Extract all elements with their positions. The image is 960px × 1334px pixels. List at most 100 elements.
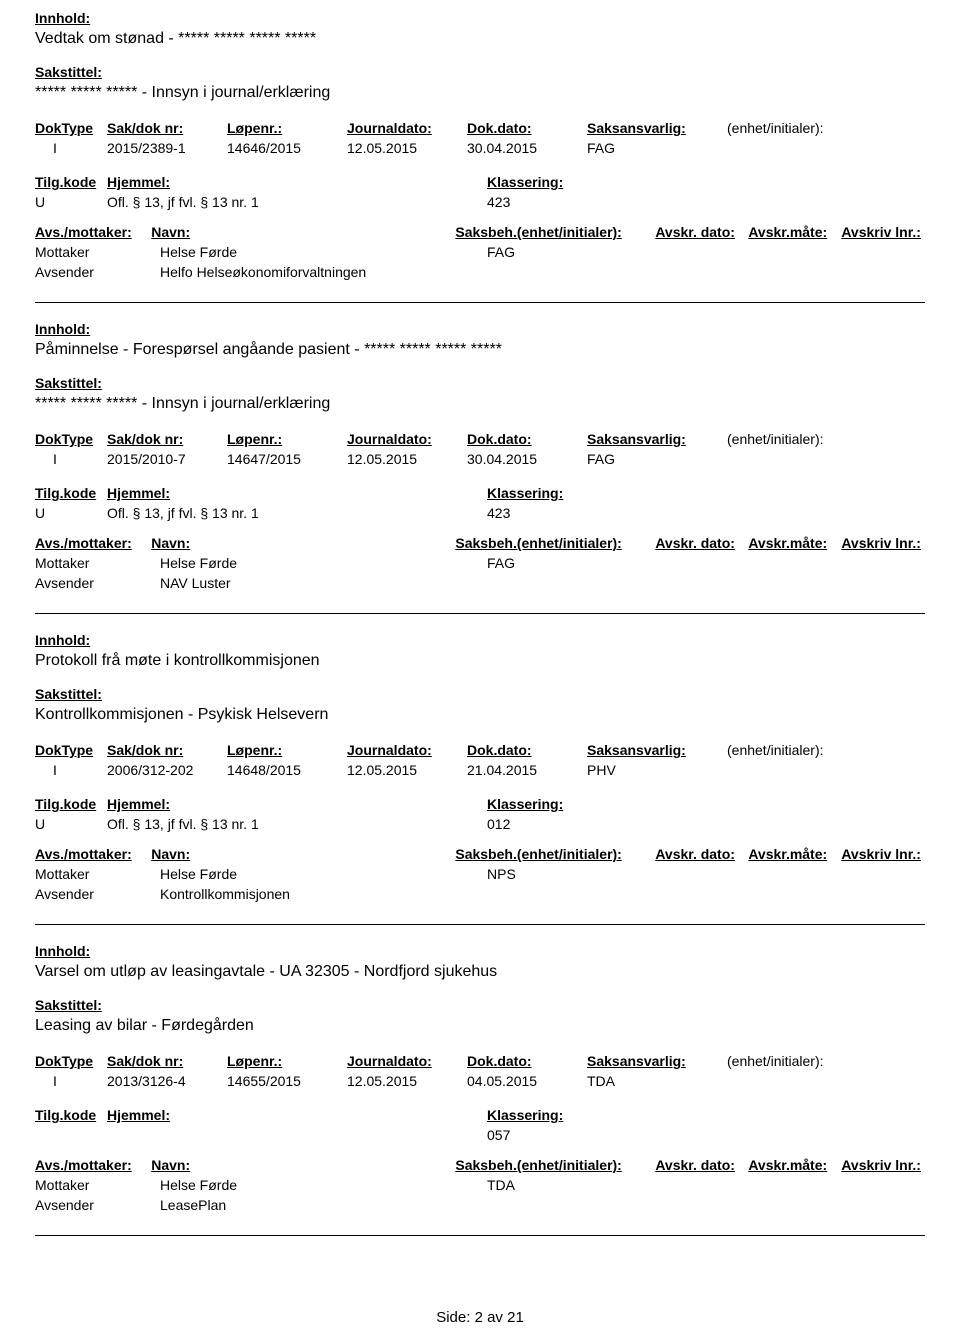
mottaker-role-label: Mottaker <box>35 866 160 882</box>
avsmottaker-label: Avs./mottaker: <box>35 1157 151 1173</box>
dokdato-value: 30.04.2015 <box>467 451 587 467</box>
tilg-header-row: Tilg.kode Hjemmel: Klassering: <box>35 1107 925 1123</box>
mottaker-saksbeh: TDA <box>487 1177 687 1193</box>
sakdok-label: Sak/dok nr: <box>107 120 227 136</box>
klassering-label: Klassering: <box>487 174 687 190</box>
hjemmel-value <box>107 1127 487 1143</box>
navn-label: Navn: <box>151 224 455 240</box>
enhet-label: (enhet/initialer): <box>727 120 867 136</box>
sakstittel-text: ***** ***** ***** - Innsyn i journal/erk… <box>35 395 925 413</box>
avs-header-row: Avs./mottaker: Navn: Saksbeh.(enhet/init… <box>35 535 925 551</box>
avsender-name: Helfo Helseøkonomiforvaltningen <box>160 264 487 280</box>
avskrmate-label: Avskr.måte: <box>748 535 841 551</box>
innhold-text: Varsel om utløp av leasingavtale - UA 32… <box>35 963 925 981</box>
sakstittel-label: Sakstittel: <box>35 997 925 1013</box>
hjemmel-value: Ofl. § 13, jf fvl. § 13 nr. 1 <box>107 194 487 210</box>
mottaker-saksbeh: NPS <box>487 866 687 882</box>
lopenr-label: Løpenr.: <box>227 431 347 447</box>
lopenr-value: 14646/2015 <box>227 140 347 156</box>
tilg-header-row: Tilg.kode Hjemmel: Klassering: <box>35 796 925 812</box>
journaldato-value: 12.05.2015 <box>347 762 467 778</box>
navn-label: Navn: <box>151 1157 455 1173</box>
doktype-value: I <box>35 1073 107 1089</box>
avs-header-row: Avs./mottaker: Navn: Saksbeh.(enhet/init… <box>35 846 925 862</box>
sakstittel-text: Leasing av bilar - Førdegården <box>35 1017 925 1035</box>
innhold-label: Innhold: <box>35 632 925 648</box>
klassering-value: 057 <box>487 1127 687 1143</box>
saksansvarlig-value: FAG <box>587 140 727 156</box>
saksbeh-label: Saksbeh.(enhet/initialer): <box>455 846 655 862</box>
journaldato-value: 12.05.2015 <box>347 451 467 467</box>
saksansvarlig-value: PHV <box>587 762 727 778</box>
journaldato-label: Journaldato: <box>347 742 467 758</box>
journal-record: Innhold: Protokoll frå møte i kontrollko… <box>35 632 925 925</box>
innhold-text: Protokoll frå møte i kontrollkommisjonen <box>35 652 925 670</box>
avskrivlnr-label: Avskriv lnr.: <box>841 224 925 240</box>
sakstittel-text: Kontrollkommisjonen - Psykisk Helsevern <box>35 706 925 724</box>
tilgkode-label: Tilg.kode <box>35 485 107 501</box>
mottaker-role-label: Mottaker <box>35 244 160 260</box>
journaldato-value: 12.05.2015 <box>347 140 467 156</box>
hjemmel-label: Hjemmel: <box>107 1107 487 1123</box>
meta-header-row: DokType Sak/dok nr: Løpenr.: Journaldato… <box>35 742 925 758</box>
mottaker-name: Helse Førde <box>160 555 487 571</box>
tilgkode-label: Tilg.kode <box>35 1107 107 1123</box>
meta-value-row: I 2015/2010-7 14647/2015 12.05.2015 30.0… <box>35 451 925 467</box>
avsmottaker-label: Avs./mottaker: <box>35 535 151 551</box>
mottaker-role-label: Mottaker <box>35 1177 160 1193</box>
avskrmate-label: Avskr.måte: <box>748 846 841 862</box>
lopenr-label: Løpenr.: <box>227 1053 347 1069</box>
mottaker-row: Mottaker Helse Førde FAG <box>35 555 925 571</box>
doktype-value: I <box>35 451 107 467</box>
enhet-label: (enhet/initialer): <box>727 431 867 447</box>
tilg-header-row: Tilg.kode Hjemmel: Klassering: <box>35 485 925 501</box>
avskrmate-label: Avskr.måte: <box>748 224 841 240</box>
innhold-label: Innhold: <box>35 321 925 337</box>
avsender-role-label: Avsender <box>35 1197 160 1213</box>
dokdato-label: Dok.dato: <box>467 431 587 447</box>
avsmottaker-label: Avs./mottaker: <box>35 224 151 240</box>
dokdato-label: Dok.dato: <box>467 1053 587 1069</box>
hjemmel-label: Hjemmel: <box>107 174 487 190</box>
dokdato-value: 30.04.2015 <box>467 140 587 156</box>
doktype-value: I <box>35 762 107 778</box>
doktype-value: I <box>35 140 107 156</box>
avskrdato-label: Avskr. dato: <box>655 224 748 240</box>
avsender-name: Kontrollkommisjonen <box>160 886 487 902</box>
navn-label: Navn: <box>151 535 455 551</box>
dokdato-value: 21.04.2015 <box>467 762 587 778</box>
dokdato-label: Dok.dato: <box>467 742 587 758</box>
doktype-label: DokType <box>35 120 107 136</box>
tilg-value-row: U Ofl. § 13, jf fvl. § 13 nr. 1 423 <box>35 194 925 210</box>
dokdato-label: Dok.dato: <box>467 120 587 136</box>
mottaker-row: Mottaker Helse Førde NPS <box>35 866 925 882</box>
avsender-role-label: Avsender <box>35 264 160 280</box>
klassering-value: 012 <box>487 816 687 832</box>
sakstittel-text: ***** ***** ***** - Innsyn i journal/erk… <box>35 84 925 102</box>
doktype-label: DokType <box>35 1053 107 1069</box>
tilg-value-row: 057 <box>35 1127 925 1143</box>
avsmottaker-label: Avs./mottaker: <box>35 846 151 862</box>
doktype-label: DokType <box>35 431 107 447</box>
avsender-role-label: Avsender <box>35 575 160 591</box>
saksansvarlig-label: Saksansvarlig: <box>587 1053 727 1069</box>
sakstittel-label: Sakstittel: <box>35 375 925 391</box>
hjemmel-label: Hjemmel: <box>107 796 487 812</box>
avsender-name: LeasePlan <box>160 1197 487 1213</box>
tilgkode-value: U <box>35 194 107 210</box>
sakdok-label: Sak/dok nr: <box>107 1053 227 1069</box>
klassering-label: Klassering: <box>487 796 687 812</box>
mottaker-row: Mottaker Helse Førde TDA <box>35 1177 925 1193</box>
lopenr-value: 14648/2015 <box>227 762 347 778</box>
avskrivlnr-label: Avskriv lnr.: <box>841 846 925 862</box>
meta-header-row: DokType Sak/dok nr: Løpenr.: Journaldato… <box>35 1053 925 1069</box>
avskrivlnr-label: Avskriv lnr.: <box>841 1157 925 1173</box>
tilgkode-label: Tilg.kode <box>35 174 107 190</box>
mottaker-name: Helse Førde <box>160 866 487 882</box>
avskrivlnr-label: Avskriv lnr.: <box>841 535 925 551</box>
avsender-role-label: Avsender <box>35 886 160 902</box>
saksbeh-label: Saksbeh.(enhet/initialer): <box>455 1157 655 1173</box>
enhet-label: (enhet/initialer): <box>727 1053 867 1069</box>
doktype-label: DokType <box>35 742 107 758</box>
tilg-value-row: U Ofl. § 13, jf fvl. § 13 nr. 1 423 <box>35 505 925 521</box>
